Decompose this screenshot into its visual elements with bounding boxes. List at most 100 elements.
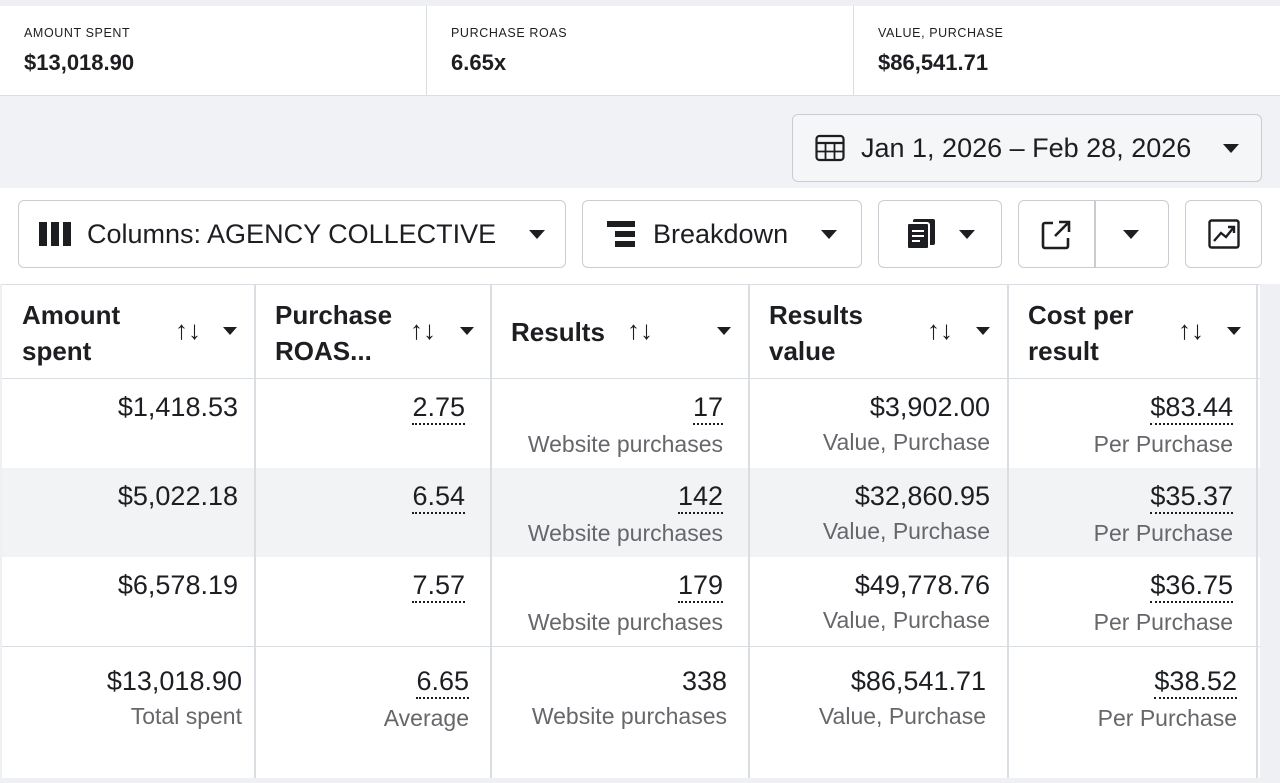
export-icon[interactable] <box>1041 220 1071 250</box>
split-divider <box>1094 201 1096 267</box>
total-results-value: $86,541.71 Value, Purchase <box>749 647 986 731</box>
header-label: spent <box>22 336 92 366</box>
summary-label: AMOUNT SPENT <box>24 26 131 40</box>
total-value-amount: $86,541.71 <box>850 666 986 696</box>
header-cost-per-result[interactable]: Cost per result ↑↓ <box>1008 285 1260 379</box>
date-range-label: Jan 1, 2026 – Feb 28, 2026 <box>861 132 1192 163</box>
cost-subtext: Per Purchase <box>1093 431 1233 457</box>
total-cost-subtext: Per Purchase <box>1097 705 1237 731</box>
chevron-down-icon[interactable] <box>1123 230 1139 239</box>
summary-label: VALUE, PURCHASE <box>878 26 1004 40</box>
summary-value: $86,541.71 <box>878 50 989 75</box>
total-spent-subtext: Total spent <box>130 703 242 729</box>
chevron-down-icon <box>821 229 837 239</box>
columns-icon <box>39 222 71 246</box>
chevron-down-icon[interactable] <box>460 327 474 335</box>
header-label: Purchase <box>275 300 393 330</box>
export-split-button[interactable] <box>1018 200 1169 268</box>
table-row[interactable]: $5,022.18 6.54 142 Website purchases $32,… <box>2 468 1260 557</box>
results-subtext: Website purchases <box>527 431 723 457</box>
results-value-subtext: Value, Purchase <box>822 607 990 633</box>
sort-icon[interactable]: ↑↓ <box>627 315 653 345</box>
roas-value[interactable]: 7.57 <box>412 569 465 603</box>
cell-purchase-roas: 2.75 <box>255 379 465 425</box>
total-spent-value: $13,018.90 <box>106 666 242 696</box>
results-table: $1,418.53 2.75 17 Website purchases $3,90… <box>2 284 1260 778</box>
chevron-down-icon <box>959 229 975 239</box>
breakdown-label: Breakdown <box>653 218 789 249</box>
amount-spent-value: $6,578.19 <box>117 570 238 600</box>
reports-icon <box>905 219 937 249</box>
results-value[interactable]: 179 <box>677 569 723 603</box>
results-subtext: Website purchases <box>527 520 723 546</box>
column-divider <box>1007 285 1009 778</box>
reports-button[interactable] <box>878 200 1002 268</box>
amount-spent-value: $5,022.18 <box>117 481 238 511</box>
roas-value[interactable]: 6.54 <box>412 480 465 514</box>
cell-cost-per-result: $35.37 Per Purchase <box>1008 468 1233 548</box>
cell-purchase-roas: 7.57 <box>255 557 465 603</box>
date-band: Jan 1, 2026 – Feb 28, 2026 <box>0 96 1280 188</box>
cost-per-result-value[interactable]: $35.37 <box>1150 480 1233 514</box>
results-value-amount: $32,860.95 <box>854 481 990 511</box>
cell-amount-spent: $1,418.53 <box>2 379 238 423</box>
table-row[interactable]: $1,418.53 2.75 17 Website purchases $3,90… <box>2 379 1260 468</box>
cell-results-value: $32,860.95 Value, Purchase <box>749 468 990 546</box>
total-results-value: 338 <box>681 666 727 696</box>
chevron-down-icon[interactable] <box>1227 327 1241 335</box>
results-subtext: Website purchases <box>527 609 723 635</box>
chevron-down-icon[interactable] <box>717 327 731 335</box>
total-cost-per-result: $38.52 Per Purchase <box>1008 647 1237 733</box>
cell-cost-per-result: $83.44 Per Purchase <box>1008 379 1233 459</box>
summary-value: 6.65x <box>451 50 507 75</box>
date-range-picker[interactable]: Jan 1, 2026 – Feb 28, 2026 <box>792 114 1262 182</box>
chart-trend-icon <box>1207 219 1240 249</box>
table-row[interactable]: $6,578.19 7.57 179 Website purchases $49,… <box>2 557 1260 646</box>
header-label: ROAS... <box>275 336 372 366</box>
cell-results: 17 Website purchases <box>491 379 723 459</box>
sort-icon[interactable]: ↑↓ <box>175 315 201 345</box>
header-results[interactable]: Results ↑↓ <box>491 285 749 379</box>
columns-label: Columns: AGENCY COLLECTIVE <box>87 218 497 249</box>
sort-icon[interactable]: ↑↓ <box>1178 315 1204 345</box>
table-toolbar: Columns: AGENCY COLLECTIVE Breakdown <box>0 188 1280 284</box>
total-results: 338 Website purchases <box>491 647 727 731</box>
calendar-icon <box>815 134 845 162</box>
total-results-subtext: Website purchases <box>531 703 727 729</box>
header-label: result <box>1028 336 1099 366</box>
total-roas-subtext: Average <box>383 705 469 731</box>
results-value[interactable]: 17 <box>692 391 723 425</box>
cost-subtext: Per Purchase <box>1093 609 1233 635</box>
header-purchase-roas[interactable]: Purchase ROAS... ↑↓ <box>255 285 491 379</box>
summary-purchase-roas: PURCHASE ROAS 6.65x <box>427 6 854 95</box>
results-value-amount: $49,778.76 <box>854 570 990 600</box>
chevron-down-icon <box>1223 143 1239 153</box>
column-divider <box>1256 285 1258 778</box>
chevron-down-icon[interactable] <box>223 327 237 335</box>
columns-button[interactable]: Columns: AGENCY COLLECTIVE <box>18 200 566 268</box>
cell-results-value: $3,902.00 Value, Purchase <box>749 379 990 457</box>
cell-cost-per-result: $36.75 Per Purchase <box>1008 557 1233 637</box>
total-cost-value[interactable]: $38.52 <box>1154 665 1237 699</box>
results-value[interactable]: 142 <box>677 480 723 514</box>
breakdown-icon <box>607 221 637 247</box>
header-results-value[interactable]: Results value ↑↓ <box>749 285 1008 379</box>
cost-per-result-value[interactable]: $36.75 <box>1150 569 1233 603</box>
total-amount-spent: $13,018.90 Total spent <box>2 647 242 731</box>
cell-amount-spent: $6,578.19 <box>2 557 238 601</box>
charts-button[interactable] <box>1185 200 1262 268</box>
results-value-subtext: Value, Purchase <box>822 518 990 544</box>
summary-strip: AMOUNT SPENT $13,018.90 PURCHASE ROAS 6.… <box>0 0 1280 96</box>
column-divider <box>748 285 750 778</box>
summary-value: $13,018.90 <box>24 50 135 75</box>
summary-value-purchase: VALUE, PURCHASE $86,541.71 <box>854 6 1280 95</box>
roas-value[interactable]: 2.75 <box>412 391 465 425</box>
sort-icon[interactable]: ↑↓ <box>927 315 953 345</box>
sort-icon[interactable]: ↑↓ <box>410 315 436 345</box>
total-roas-value[interactable]: 6.65 <box>416 665 469 699</box>
cost-per-result-value[interactable]: $83.44 <box>1150 391 1233 425</box>
column-divider <box>254 285 256 778</box>
breakdown-button[interactable]: Breakdown <box>582 200 862 268</box>
header-amount-spent[interactable]: Amount spent ↑↓ <box>2 285 255 379</box>
chevron-down-icon[interactable] <box>976 327 990 335</box>
